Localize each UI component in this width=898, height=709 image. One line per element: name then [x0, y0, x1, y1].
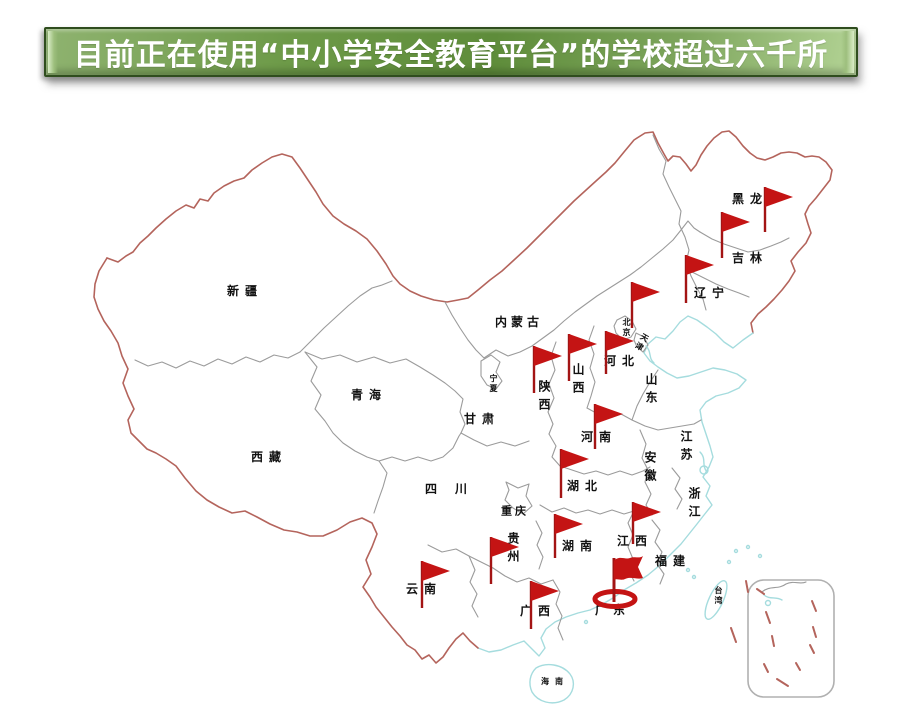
flag-beijing: [630, 282, 660, 328]
province-label-shaanxi: 陕西: [537, 380, 551, 416]
flag-jilin: [684, 255, 714, 303]
province-label-neimenggu: 内蒙古: [494, 315, 544, 329]
province-label-xinjiang: 新疆: [226, 284, 264, 298]
hainan-island: [529, 663, 575, 704]
banner-title: 目前正在使用“中小学安全教育平台”的学校超过六千所: [73, 38, 829, 73]
province-label-fujian: 福建: [654, 554, 692, 568]
province-label-ningxia: 宁夏: [489, 374, 499, 394]
flag-heilongjiang: [720, 212, 750, 258]
province-borders: [134, 134, 790, 641]
china-border-southwest: [93, 257, 479, 664]
province-label-jiangsu: 江苏: [679, 430, 693, 466]
flag-guizhou: [489, 537, 519, 584]
china-coastline: [477, 315, 754, 657]
province-label-qinghai: 青海: [350, 388, 388, 402]
province-label-hainan: 海南: [541, 676, 569, 686]
taiwan-island: [691, 574, 728, 620]
flag-guangxi: [529, 581, 559, 629]
province-label-sichuan: 四川: [424, 482, 486, 496]
province-label-shanxi: 山西: [571, 363, 585, 399]
province-label-hubei: 湖北: [566, 479, 604, 493]
province-label-heilongjiang: 黑龙: [731, 192, 769, 206]
flag-shaanxi: [532, 346, 562, 393]
province-label-liaoning: 辽宁: [693, 286, 731, 300]
province-label-hunan: 湖南: [561, 539, 599, 553]
flag-henan: [593, 404, 623, 449]
province-label-hebei: 河北: [603, 354, 641, 368]
province-label-guizhou: 贵州: [506, 532, 520, 568]
province-label-jilin: 吉林: [731, 251, 769, 265]
province-label-anhui: 安徽: [643, 451, 657, 487]
province-label-shandong: 山东: [644, 373, 658, 409]
sea-islets: [583, 544, 763, 625]
flag-hubei: [559, 449, 589, 498]
province-label-zhejiang: 浙江: [687, 487, 701, 523]
flag-hebei: [604, 331, 634, 374]
outer-dashes: [730, 580, 749, 643]
south-china-sea-inset: [730, 579, 835, 698]
banner-bevel-left: [48, 31, 58, 73]
flag-shanxi: [567, 334, 597, 381]
flag-jiangxi: [631, 502, 661, 544]
province-label-gansu: 甘肃: [463, 412, 501, 426]
nine-dash-line: [756, 588, 817, 687]
flag-hunan: [553, 514, 583, 558]
province-label-guangxi: 广西: [519, 604, 557, 618]
flag-yunnan: [420, 561, 450, 608]
province-label-beijing: 北京: [622, 318, 632, 338]
flag-heilongjiang-east: [763, 187, 793, 232]
province-label-xizang: 西藏: [250, 450, 288, 464]
province-label-chongqing: 重庆: [501, 504, 529, 518]
banner: 目前正在使用“中小学安全教育平台”的学校超过六千所: [44, 27, 858, 77]
flag-guangdong-special: [592, 556, 643, 609]
rivers: [645, 345, 709, 475]
province-label-taiwan: 台湾: [714, 586, 724, 606]
china-border-north: [106, 130, 833, 334]
